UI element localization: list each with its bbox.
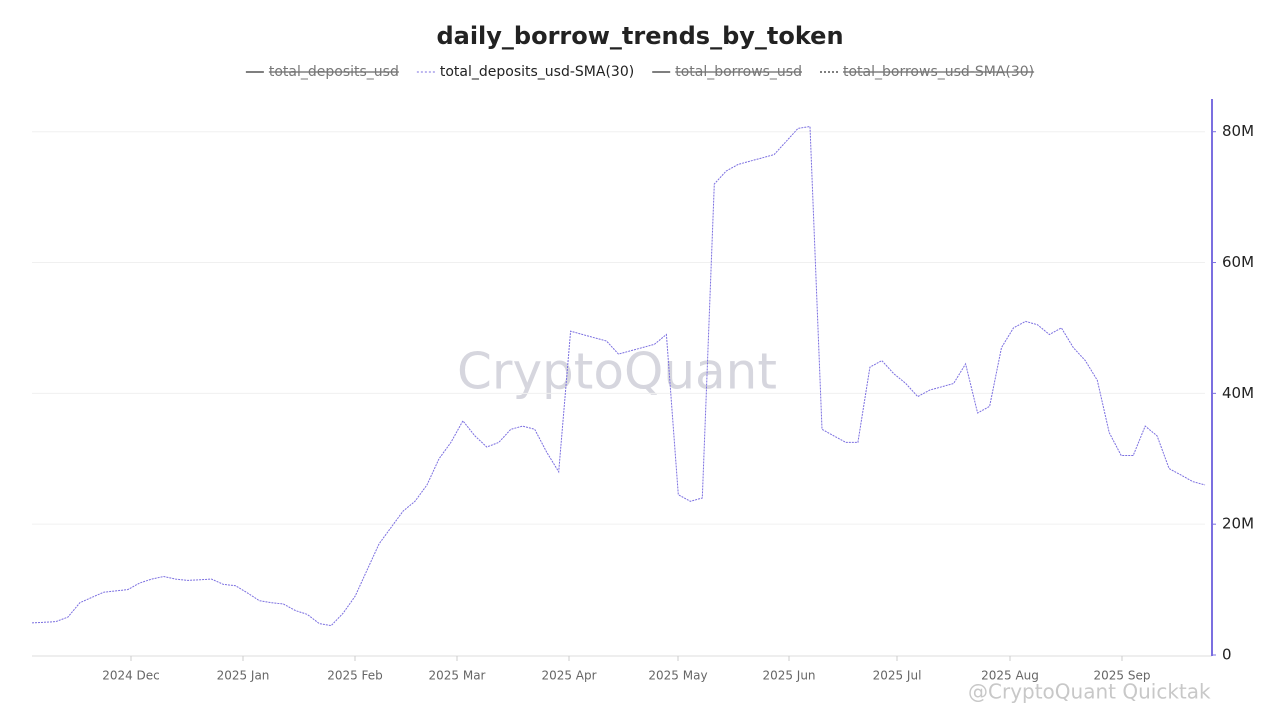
legend-item[interactable]: total_borrows_usd-SMA(30)	[820, 64, 1034, 80]
legend: total_deposits_usd total_deposits_usd-SMA…	[245, 64, 1034, 80]
x-tick-label: 2025 Apr	[541, 669, 596, 683]
x-tick-label: 2025 Aug	[981, 669, 1039, 683]
legend-label: total_borrows_usd	[675, 64, 802, 80]
x-tick-label: 2025 Jun	[762, 669, 815, 683]
x-tick-label: 2025 Jul	[873, 669, 922, 683]
watermark: CryptoQuant	[457, 343, 777, 401]
legend-label: total_borrows_usd-SMA(30)	[843, 64, 1034, 80]
x-tick-label: 2025 Jan	[217, 669, 270, 683]
x-tick-label: 2025 May	[648, 669, 707, 683]
x-tick-label: 2025 Feb	[327, 669, 383, 683]
legend-label: total_deposits_usd-SMA(30)	[440, 64, 634, 80]
x-tick-label: 2025 Sep	[1094, 669, 1151, 683]
y-tick-label: 20M	[1222, 515, 1254, 533]
legend-label: total_deposits_usd	[269, 64, 399, 80]
data-line	[31, 125, 1206, 627]
y-tick-label: 40M	[1222, 384, 1254, 402]
y-tick-label: 0	[1222, 646, 1232, 664]
y-tick-label: 60M	[1222, 253, 1254, 271]
legend-item[interactable]: total_borrows_usd	[652, 64, 802, 80]
legend-item[interactable]: total_deposits_usd-SMA(30)	[416, 64, 634, 80]
legend-item[interactable]: total_deposits_usd	[245, 64, 399, 80]
y-tick-label: 80M	[1222, 122, 1254, 140]
x-tick-label: 2025 Mar	[429, 669, 486, 683]
chart-title: daily_borrow_trends_by_token	[436, 22, 843, 50]
credit: @CryptoQuant Quicktak	[968, 680, 1211, 704]
x-tick-label: 2024 Dec	[102, 669, 160, 683]
